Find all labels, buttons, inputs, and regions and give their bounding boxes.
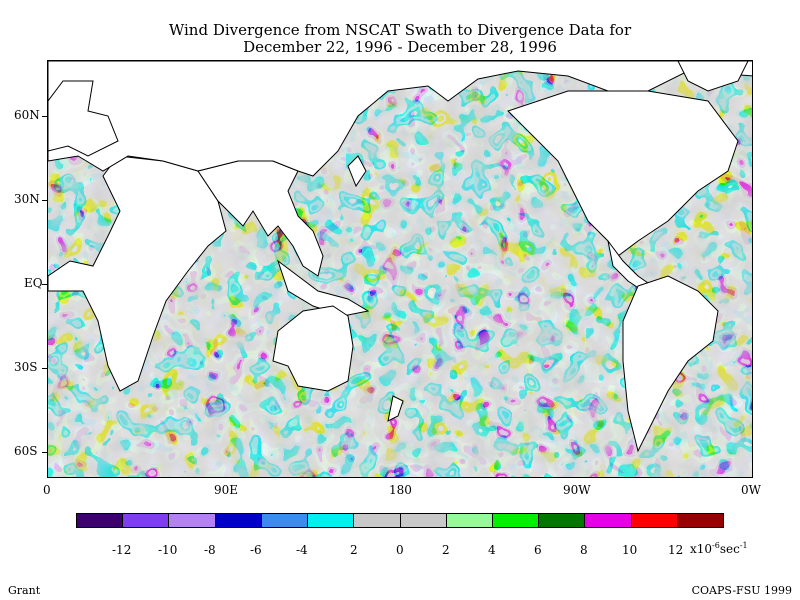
colorbar-units: x10-6sec-1 [690, 541, 748, 556]
colorbar-tick-label: -8 [204, 543, 216, 557]
colorbar-segment [354, 514, 401, 527]
credit-label: COAPS-FSU 1999 [691, 584, 792, 597]
lat-label-60s: 60S [14, 444, 38, 458]
title-line-1: Wind Divergence from NSCAT Swath to Dive… [168, 21, 632, 39]
title-line-2: December 22, 1996 - December 28, 1996 [243, 38, 557, 56]
africa-land [48, 155, 227, 392]
lat-label-eq: EQ [24, 276, 43, 290]
greenland-land [677, 61, 749, 92]
units-exponent: -6 [712, 541, 720, 550]
colorbar-tick-label: 6 [534, 543, 542, 557]
lat-label-60n: 60N [14, 108, 40, 122]
colorbar-tick-label: -10 [158, 543, 178, 557]
colorbar-segment [631, 514, 678, 527]
colorbar-tick-label: 8 [580, 543, 588, 557]
colorbar-segment [77, 514, 124, 527]
lon-label-0: 0 [43, 483, 51, 497]
south-america-land [622, 275, 719, 453]
colorbar-tick-label: 0 [396, 543, 404, 557]
units-suffix: sec [719, 542, 740, 556]
lat-tick [42, 284, 47, 285]
units-base: x10 [690, 542, 713, 556]
colorbar-tick-label: -4 [296, 543, 308, 557]
lon-label-180: 180 [389, 483, 412, 497]
land-masses [48, 61, 752, 453]
colorbar-segment [400, 514, 447, 527]
colorbar [76, 513, 724, 528]
lat-tick [42, 452, 47, 453]
colorbar-tick-label: -12 [112, 543, 132, 557]
colorbar-segment [492, 514, 540, 527]
colorbar-segment [169, 514, 216, 527]
indonesia-land [277, 259, 370, 317]
author-label: Grant [8, 584, 41, 597]
colorbar-tick-label: 10 [622, 543, 638, 557]
divergence-map [47, 60, 753, 478]
map-canvas [48, 61, 752, 477]
colorbar-segment [123, 514, 170, 527]
colorbar-tick-label: 4 [488, 543, 496, 557]
lon-label-0w: 0W [741, 483, 761, 497]
north-america-land [507, 90, 739, 257]
lon-label-90w: 90W [563, 483, 591, 497]
lat-tick [42, 200, 47, 201]
colorbar-tick-label: 2 [350, 543, 358, 557]
colorbar-segment [261, 514, 309, 527]
lat-tick [42, 368, 47, 369]
lat-label-30s: 30S [14, 360, 38, 374]
lat-tick [42, 116, 47, 117]
colorbar-segment [539, 514, 586, 527]
europe-land [48, 80, 119, 157]
australia-land [272, 305, 354, 392]
colorbar-segment [308, 514, 355, 527]
colorbar-segment [446, 514, 493, 527]
colorbar-tick-label: 12 [668, 543, 684, 557]
colorbar-segment [585, 514, 632, 527]
colorbar-tick-label: -6 [250, 543, 262, 557]
lon-label-90e: 90E [214, 483, 239, 497]
new-zealand-land [387, 395, 404, 422]
colorbar-segment [677, 514, 724, 527]
japan-land [347, 155, 367, 188]
lat-label-30n: 30N [14, 192, 40, 206]
colorbar-segment [215, 514, 262, 527]
units-suffix-exponent: -1 [739, 541, 748, 550]
colorbar-tick-label: 2 [442, 543, 450, 557]
